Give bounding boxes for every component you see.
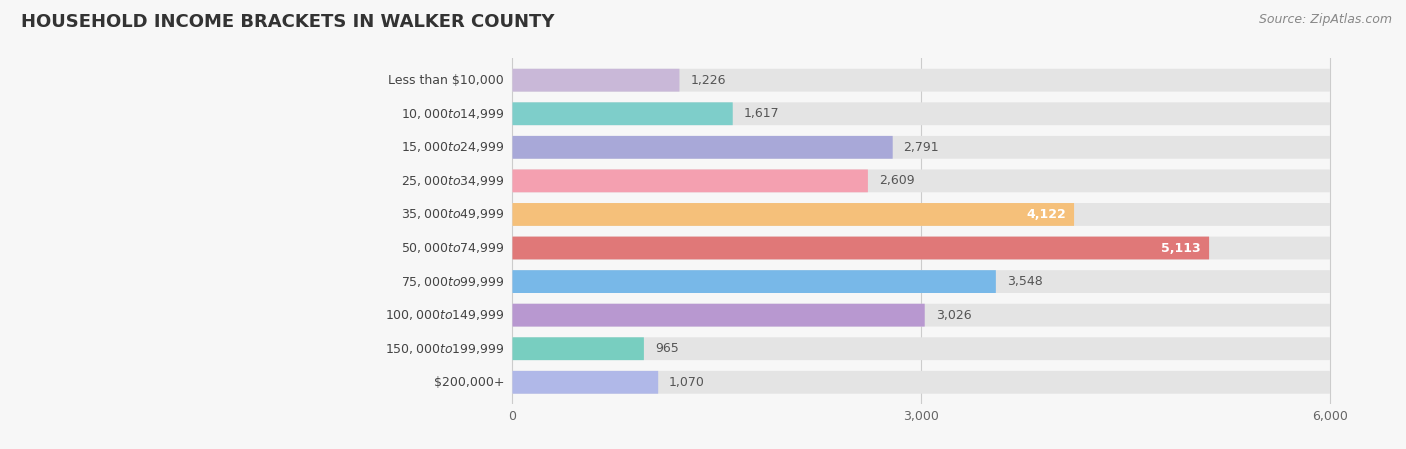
FancyBboxPatch shape — [512, 371, 1330, 394]
Text: 1,617: 1,617 — [744, 107, 779, 120]
FancyBboxPatch shape — [512, 169, 1330, 192]
Text: 3,026: 3,026 — [935, 308, 972, 321]
FancyBboxPatch shape — [512, 304, 1330, 326]
Text: 4,122: 4,122 — [1026, 208, 1066, 221]
Text: 965: 965 — [655, 342, 679, 355]
Text: 1,226: 1,226 — [690, 74, 725, 87]
FancyBboxPatch shape — [512, 136, 893, 159]
FancyBboxPatch shape — [512, 136, 1330, 159]
Text: Source: ZipAtlas.com: Source: ZipAtlas.com — [1258, 13, 1392, 26]
FancyBboxPatch shape — [512, 203, 1074, 226]
FancyBboxPatch shape — [512, 371, 658, 394]
FancyBboxPatch shape — [512, 270, 995, 293]
Text: Less than $10,000: Less than $10,000 — [388, 74, 505, 87]
FancyBboxPatch shape — [512, 102, 733, 125]
FancyBboxPatch shape — [512, 237, 1209, 260]
FancyBboxPatch shape — [512, 102, 1330, 125]
Text: $50,000 to $74,999: $50,000 to $74,999 — [401, 241, 505, 255]
FancyBboxPatch shape — [512, 270, 1330, 293]
FancyBboxPatch shape — [512, 237, 1330, 260]
Text: $15,000 to $24,999: $15,000 to $24,999 — [401, 141, 505, 154]
FancyBboxPatch shape — [512, 304, 925, 326]
Text: $35,000 to $49,999: $35,000 to $49,999 — [401, 207, 505, 221]
Text: $25,000 to $34,999: $25,000 to $34,999 — [401, 174, 505, 188]
Text: $75,000 to $99,999: $75,000 to $99,999 — [401, 275, 505, 289]
Text: 2,609: 2,609 — [879, 174, 914, 187]
FancyBboxPatch shape — [512, 337, 644, 360]
FancyBboxPatch shape — [512, 69, 1330, 92]
Text: $10,000 to $14,999: $10,000 to $14,999 — [401, 107, 505, 121]
Text: 5,113: 5,113 — [1161, 242, 1201, 255]
Text: $100,000 to $149,999: $100,000 to $149,999 — [385, 308, 505, 322]
Text: $150,000 to $199,999: $150,000 to $199,999 — [385, 342, 505, 356]
Text: 1,070: 1,070 — [669, 376, 704, 389]
FancyBboxPatch shape — [512, 337, 1330, 360]
Text: 3,548: 3,548 — [1007, 275, 1042, 288]
FancyBboxPatch shape — [512, 69, 679, 92]
Text: 2,791: 2,791 — [904, 141, 939, 154]
Text: $200,000+: $200,000+ — [433, 376, 505, 389]
FancyBboxPatch shape — [512, 203, 1330, 226]
Text: HOUSEHOLD INCOME BRACKETS IN WALKER COUNTY: HOUSEHOLD INCOME BRACKETS IN WALKER COUN… — [21, 13, 554, 31]
FancyBboxPatch shape — [512, 169, 868, 192]
